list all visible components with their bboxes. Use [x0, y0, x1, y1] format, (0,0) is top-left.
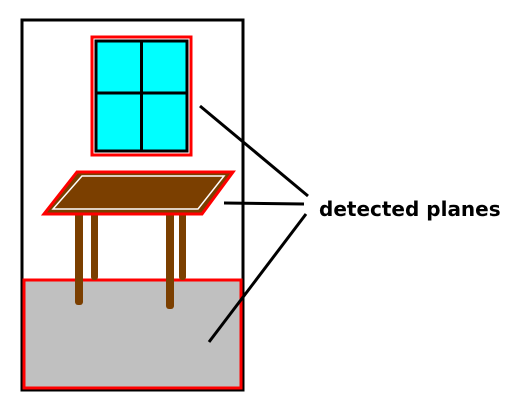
table-leg-back-left	[91, 205, 98, 280]
table-leg-front-right	[166, 205, 174, 309]
table-top-inner-outline	[51, 175, 226, 210]
window	[90, 35, 193, 157]
table-top	[40, 170, 236, 216]
pointer-lines	[199, 104, 309, 343]
detected-planes-label: detected planes	[319, 197, 501, 221]
table	[40, 170, 236, 309]
pointer-line-table	[223, 201, 305, 206]
floor-plane-highlight	[22, 278, 243, 390]
table-leg-back-right	[179, 205, 186, 280]
window-plane-highlight	[90, 35, 193, 157]
table-leg-front-left	[75, 205, 83, 305]
floor	[22, 278, 243, 390]
pointer-line-floor	[207, 213, 308, 343]
floor-surface	[24, 280, 241, 388]
pointer-line-window	[199, 104, 309, 198]
